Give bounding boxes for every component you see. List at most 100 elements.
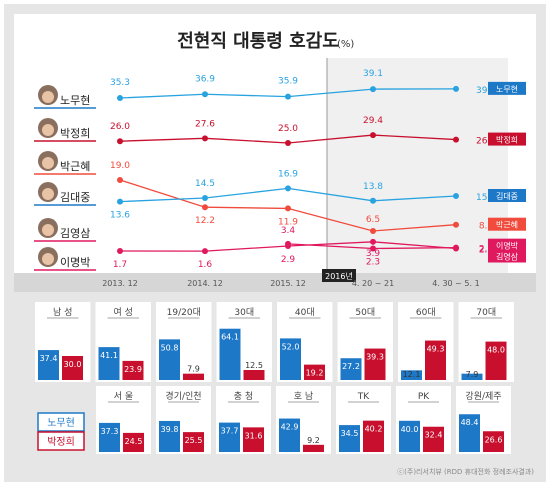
bar-category-label: TK	[357, 392, 370, 402]
bar-roh	[279, 418, 300, 452]
bar-value-label: 42.9	[281, 423, 299, 432]
portrait-face-icon	[42, 124, 54, 136]
chart-title: 전현직 대통령 호감도	[177, 31, 339, 52]
bar-category-label: 19/20대	[167, 307, 201, 318]
data-label: 16.9	[278, 169, 298, 179]
data-label: 2.3	[479, 245, 493, 255]
data-label: 39.2	[476, 86, 496, 96]
data-point	[202, 248, 208, 255]
data-label: 35.9	[278, 77, 298, 87]
bar-roh	[399, 420, 420, 452]
bar-value-label: 37.7	[221, 427, 239, 436]
data-point	[117, 177, 123, 183]
bar-category-label: 여 성	[114, 306, 133, 318]
bar-roh	[280, 338, 301, 380]
portrait-name-label: 김영삼	[60, 227, 90, 240]
data-point	[453, 85, 459, 92]
series-end-tag	[488, 132, 526, 146]
data-label: 39.1	[363, 69, 383, 79]
series-end-tag-label: 김영삼	[496, 251, 519, 261]
series-end-tag-label: 박근혜	[496, 220, 518, 230]
bar-category-label: 40대	[295, 307, 315, 318]
data-point	[370, 86, 376, 93]
bar-value-label: 7.9	[187, 365, 200, 374]
x-tick-label: 2015. 12	[270, 279, 306, 288]
bar-park	[62, 356, 83, 380]
series-end-tag	[488, 217, 526, 231]
bar-value-label: 39.3	[366, 353, 384, 362]
data-label: 3.9	[366, 249, 381, 259]
bar-category-label: 30대	[234, 307, 254, 318]
bar-value-label: 37.4	[40, 354, 58, 363]
data-point	[117, 198, 123, 205]
legend-label-roh: 노무현	[47, 417, 75, 429]
data-label: 2.3	[366, 257, 380, 267]
bar-value-label: 7.9	[466, 370, 479, 379]
data-point	[202, 195, 208, 201]
data-point	[285, 140, 291, 146]
portrait-face-icon	[42, 91, 54, 103]
bar-value-label: 12.1	[403, 370, 421, 379]
bar-value-label: 41.1	[100, 351, 118, 360]
bar-roh	[340, 358, 362, 380]
bar-category-label: 70대	[476, 307, 496, 318]
series-end-tag	[488, 81, 526, 95]
data-point	[370, 245, 376, 252]
bar-value-label: 12.5	[245, 361, 263, 370]
data-label: 36.9	[195, 74, 215, 84]
bar-roh	[461, 373, 483, 380]
series-end-tag-label: 이명박	[496, 241, 519, 251]
data-point	[285, 93, 291, 100]
bar-value-label: 30.0	[64, 360, 82, 369]
bar-value-label: 9.2	[307, 436, 320, 445]
data-point	[370, 227, 376, 234]
data-point	[202, 135, 208, 142]
bar-value-label: 34.5	[341, 429, 359, 438]
portrait-face-icon	[42, 253, 54, 265]
bar-roh	[38, 350, 59, 380]
source-note: ⓒ(주)리서치뷰 (RDD 휴대전화 정례조사결과)	[397, 467, 534, 476]
bar-roh	[99, 422, 120, 452]
portrait-face-icon	[42, 224, 54, 236]
data-point	[370, 197, 376, 204]
series-end-tag-label: 김대중	[496, 191, 518, 201]
series-end-tag-label: 박정희	[496, 135, 518, 145]
data-label: 3.4	[281, 226, 296, 236]
bar-park	[123, 432, 144, 452]
bar-roh	[219, 422, 240, 452]
x-tick-label: 2013. 12	[102, 279, 138, 288]
bar-value-label: 26.6	[485, 435, 503, 444]
bar-value-label: 50.8	[161, 343, 179, 352]
data-point	[453, 193, 459, 199]
data-point	[202, 204, 208, 211]
bar-roh	[339, 425, 360, 452]
bar-park	[303, 444, 324, 452]
bar-value-label: 25.5	[185, 436, 203, 445]
bar-category-label: 서 울	[114, 391, 133, 402]
bar-value-label: 37.3	[101, 427, 119, 436]
data-label: 27.6	[195, 119, 215, 129]
bar-park	[183, 432, 204, 452]
bar-park	[363, 420, 384, 452]
data-label: 19.0	[110, 161, 130, 171]
portrait-name-label: 김대중	[60, 191, 90, 204]
data-point	[117, 248, 123, 254]
legend-box-roh	[37, 412, 85, 432]
data-point	[370, 238, 376, 245]
x-tick-label: 4. 20 ~ 21	[352, 279, 394, 288]
series-end-tag	[488, 238, 526, 252]
bar-park	[483, 431, 504, 452]
data-label: 29.4	[363, 116, 383, 126]
bar-park	[304, 364, 325, 380]
chart-unit: (%)	[337, 39, 354, 50]
data-label: 26.0	[110, 122, 130, 132]
recent-period-highlight	[327, 58, 508, 273]
series-end-tag-label: 노무현	[496, 85, 518, 94]
portrait-name-label: 이명박	[60, 256, 90, 269]
bar-park	[423, 426, 444, 452]
x-axis-band	[14, 273, 536, 292]
data-label: 14.5	[195, 179, 215, 189]
data-point	[202, 91, 208, 98]
data-point	[370, 132, 376, 139]
